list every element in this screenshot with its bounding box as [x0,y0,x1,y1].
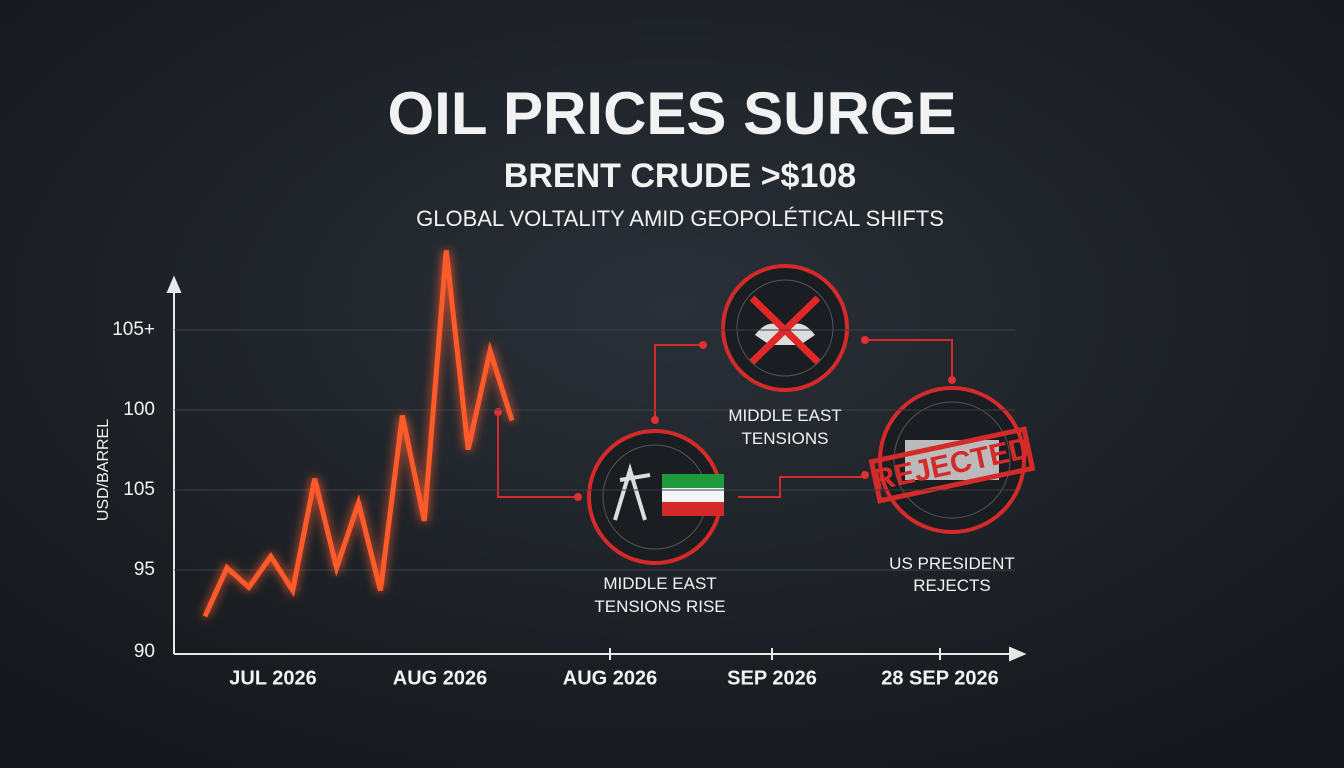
connector [497,412,578,498]
tagline: GLOBAL VOLTALITY AMID GEOPOLÉTICAL SHIFT… [416,206,944,231]
y-arrow [166,275,182,293]
x-tick-label: AUG 2026 [393,667,488,689]
dot [861,336,869,344]
node-inner [893,401,1011,519]
derrick-icon [613,463,651,521]
subtitle: BRENT CRUDE >$108 [504,157,856,195]
y-tick-label: 100 [123,399,155,420]
y-tick-label: 90 [134,641,155,662]
connector [738,476,865,498]
dot [574,493,582,501]
price-line [202,250,515,618]
flag-stripe [662,502,724,516]
flag-stripe [662,474,724,488]
node-right: REJECTED [868,386,1036,534]
dot [494,408,502,416]
connector [865,339,953,380]
x-tick-label: JUL 2026 [229,667,316,689]
dot [861,471,869,479]
x-tick-label: 28 SEP 2026 [881,667,999,689]
y-axis-label: USD/BARREL [95,419,112,521]
dot [948,376,956,384]
x-tick-label: SEP 2026 [727,667,817,689]
title: OIL PRICES SURGE [387,80,956,147]
annotation-label: MIDDLE EAST TENSIONS RISE [594,574,725,616]
node-top [721,264,849,392]
y-tick-label: 95 [134,559,155,580]
connector [654,344,703,420]
x-arrow [1009,646,1027,662]
connectors [497,339,953,498]
dot [699,341,707,349]
stamp-box [868,426,1036,504]
dot [651,416,659,424]
node-inner [736,279,834,377]
axes [166,275,1027,662]
annotation-label: MIDDLE EAST TENSIONS [728,406,841,448]
annotation-label: US PRESIDENT REJECTS [889,554,1015,595]
x-tick-label: AUG 2026 [563,667,658,689]
node-left [587,429,724,565]
y-tick-label: 105+ [112,319,155,340]
flag-stripe [662,488,724,502]
y-tick-label: 105 [123,479,155,500]
